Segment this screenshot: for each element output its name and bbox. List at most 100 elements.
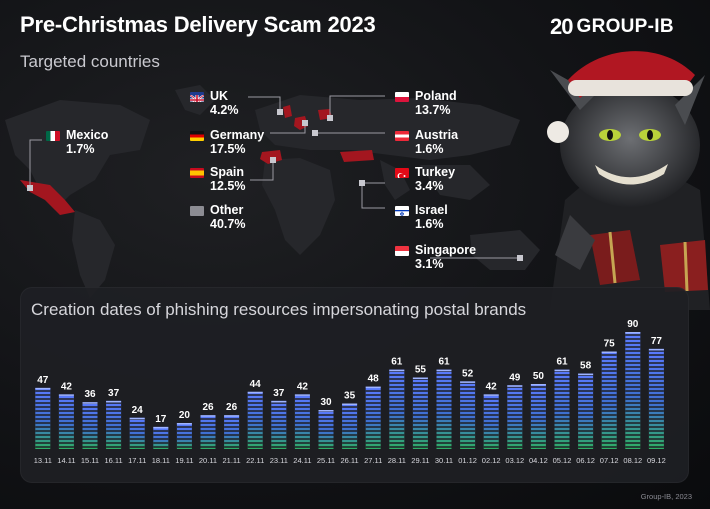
x-tick-label: 18.11 bbox=[152, 456, 170, 465]
bar-stripes bbox=[554, 369, 570, 449]
country-label-spain: Spain 12.5% bbox=[190, 165, 245, 193]
data-label: 61 bbox=[556, 357, 568, 368]
monster-illustration bbox=[547, 51, 710, 310]
bar-cap bbox=[58, 394, 74, 396]
bar-cap bbox=[460, 381, 476, 383]
data-label: 42 bbox=[297, 381, 309, 392]
bar-stripes bbox=[129, 417, 145, 449]
bar-cap bbox=[625, 332, 641, 334]
country-percent: 1.7% bbox=[66, 142, 95, 156]
country-percent: 13.7% bbox=[415, 103, 451, 117]
bar-cap bbox=[247, 391, 263, 394]
x-tick-label: 14.11 bbox=[57, 456, 75, 465]
bar-stripes bbox=[35, 387, 51, 449]
country-name: Germany bbox=[210, 128, 265, 142]
bar-stripes bbox=[436, 369, 452, 449]
data-label: 37 bbox=[108, 388, 120, 399]
bar-cap bbox=[483, 394, 499, 396]
group-ib-logo: 20 GROUP-IB bbox=[550, 14, 674, 40]
x-tick-label: 25.11 bbox=[317, 456, 335, 465]
country-percent: 3.4% bbox=[415, 179, 444, 193]
bar-cap bbox=[342, 403, 358, 405]
bar-cap bbox=[601, 351, 617, 353]
x-tick-label: 16.11 bbox=[104, 456, 122, 465]
bar-stripes bbox=[507, 385, 523, 449]
bar-cap bbox=[554, 369, 570, 372]
country-name: Poland bbox=[415, 89, 457, 103]
country-label-mexico: Mexico 1.7% bbox=[46, 128, 108, 156]
country-label-austria: Austria 1.6% bbox=[395, 128, 458, 156]
country-percent: 12.5% bbox=[210, 179, 246, 193]
data-label: 77 bbox=[651, 336, 663, 347]
page-subtitle: Targeted countries bbox=[20, 52, 160, 71]
data-label: 52 bbox=[462, 368, 474, 379]
x-tick-label: 03.12 bbox=[505, 456, 524, 465]
bar-stripes bbox=[318, 410, 334, 449]
bar-stripes bbox=[601, 351, 617, 449]
data-label: 90 bbox=[627, 319, 639, 330]
bar-cap bbox=[129, 417, 145, 420]
poland-flag-icon bbox=[395, 92, 409, 102]
x-tick-label: 26.11 bbox=[340, 456, 358, 465]
bar-stripes bbox=[530, 384, 546, 449]
data-label: 58 bbox=[580, 361, 592, 372]
israel-flag-icon bbox=[395, 206, 409, 216]
x-tick-label: 19.11 bbox=[175, 456, 193, 465]
spain-flag-icon bbox=[190, 168, 204, 178]
x-tick-label: 05.12 bbox=[553, 456, 572, 465]
x-tick-label: 07.12 bbox=[600, 456, 619, 465]
x-tick-label: 21.11 bbox=[222, 456, 240, 465]
bar-stripes bbox=[247, 391, 263, 449]
bar-stripes bbox=[58, 394, 74, 449]
data-label: 17 bbox=[155, 414, 167, 425]
logo-text: GROUP-IB bbox=[576, 16, 674, 37]
country-label-turkey: Turkey 3.4% bbox=[395, 165, 455, 193]
mexico-flag-icon bbox=[46, 131, 60, 141]
country-name: Turkey bbox=[415, 165, 456, 179]
country-label-other: Other 40.7% bbox=[190, 203, 245, 231]
data-label: 61 bbox=[438, 357, 450, 368]
data-label: 42 bbox=[486, 381, 498, 392]
x-tick-label: 24.11 bbox=[293, 456, 311, 465]
bar-stripes bbox=[460, 381, 476, 449]
bar-stripes bbox=[200, 415, 216, 449]
other-square-icon bbox=[190, 206, 204, 216]
country-label-israel: Israel 1.6% bbox=[395, 203, 448, 231]
data-label: 61 bbox=[391, 357, 403, 368]
country-percent: 1.6% bbox=[415, 142, 444, 156]
bar-cap bbox=[224, 415, 240, 417]
x-tick-label: 28.11 bbox=[388, 456, 406, 465]
bar-stripes bbox=[106, 400, 122, 449]
country-percent: 4.2% bbox=[210, 103, 239, 117]
country-name: Other bbox=[210, 203, 244, 217]
chart-panel: Creation dates of phishing resources imp… bbox=[20, 287, 689, 483]
data-label: 55 bbox=[415, 365, 427, 376]
bar-stripes bbox=[82, 402, 98, 449]
x-tick-label: 15.11 bbox=[81, 456, 99, 465]
bar-cap bbox=[271, 400, 287, 403]
country-label-uk: UK 4.2% bbox=[190, 89, 239, 117]
bar-stripes bbox=[625, 332, 641, 449]
bar-stripes bbox=[412, 377, 428, 449]
bar-cap bbox=[106, 400, 122, 403]
x-tick-label: 08.12 bbox=[623, 456, 642, 465]
x-tick-label: 09.12 bbox=[647, 456, 666, 465]
country-percent: 1.6% bbox=[415, 217, 444, 231]
data-label: 26 bbox=[202, 402, 214, 413]
x-tick-label: 23.11 bbox=[270, 456, 288, 465]
country-percent: 40.7% bbox=[210, 217, 246, 231]
bar-stripes bbox=[578, 373, 594, 449]
bar-stripes bbox=[294, 394, 310, 449]
austria-flag-icon bbox=[395, 131, 409, 141]
data-label: 75 bbox=[604, 339, 616, 350]
data-label: 37 bbox=[273, 388, 285, 399]
data-label: 49 bbox=[509, 372, 521, 383]
bar-stripes bbox=[271, 400, 287, 449]
data-label: 30 bbox=[320, 397, 332, 408]
country-name: Singapore bbox=[415, 243, 477, 257]
logo-mark: 20 bbox=[550, 14, 574, 39]
bar-cap bbox=[153, 426, 169, 429]
bar-cap bbox=[318, 410, 334, 412]
bar-stripes bbox=[365, 386, 381, 449]
data-label: 50 bbox=[533, 371, 545, 382]
